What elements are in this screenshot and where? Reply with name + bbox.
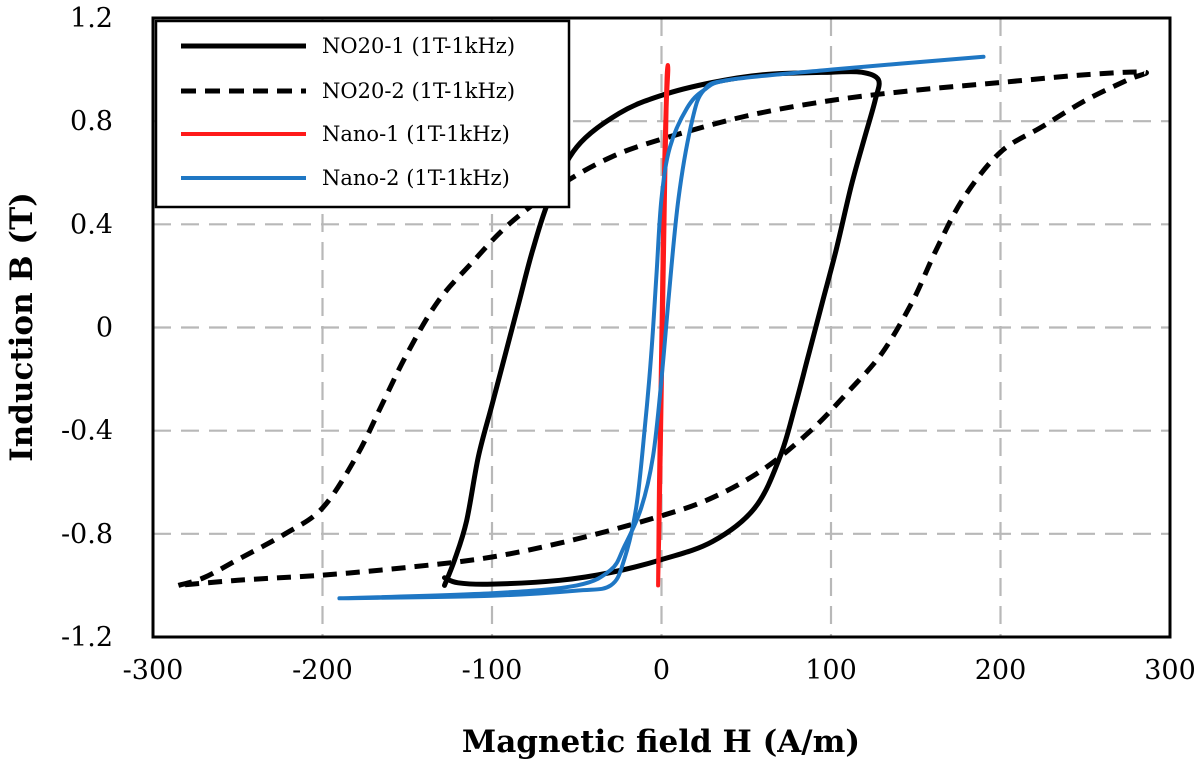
grid-layer (153, 18, 1170, 637)
legend: NO20-1 (1T-1kHz) NO20-2 (1T-1kHz) Nano-1… (154, 19, 571, 209)
series-layer (177, 54, 1149, 601)
x-axis-label: Magnetic field H (A/m) (462, 724, 860, 760)
x-tick-label: -200 (292, 655, 353, 686)
legend-label-nano-1: Nano-1 (1T-1kHz) (322, 122, 510, 146)
y-tick-label: 1.2 (70, 3, 113, 34)
series-nano-2-line (337, 54, 986, 601)
x-tick-label: -100 (462, 655, 523, 686)
legend-label-nano-2: Nano-2 (1T-1kHz) (322, 166, 510, 190)
x-tick-label: 200 (975, 655, 1027, 686)
legend-label-no20-2: NO20-2 (1T-1kHz) (322, 79, 515, 103)
y-tick-label: -0.8 (61, 519, 113, 550)
y-tick-label: 0.4 (70, 209, 113, 240)
y-tick-label: -0.4 (61, 416, 113, 447)
x-tick-label: 0 (653, 655, 670, 686)
x-tick-label: 100 (805, 655, 857, 686)
tick-layer: -300 -200 -100 0 100 200 300 -1.2 -0.8 -0.4 0 0.4 0.… (61, 3, 1196, 686)
y-tick-label: -1.2 (61, 622, 113, 653)
y-axis-label: Induction B (T) (4, 192, 40, 462)
legend-label-no20-1: NO20-1 (1T-1kHz) (322, 34, 515, 58)
series-no20-2-line (177, 69, 1149, 588)
series-no20-1-line (442, 68, 882, 588)
plot-frame (151, 16, 1172, 639)
y-tick-label: 0 (96, 313, 113, 344)
x-tick-label: -300 (123, 655, 184, 686)
y-tick-label: 0.8 (70, 106, 113, 137)
x-tick-label: 300 (1144, 655, 1196, 686)
